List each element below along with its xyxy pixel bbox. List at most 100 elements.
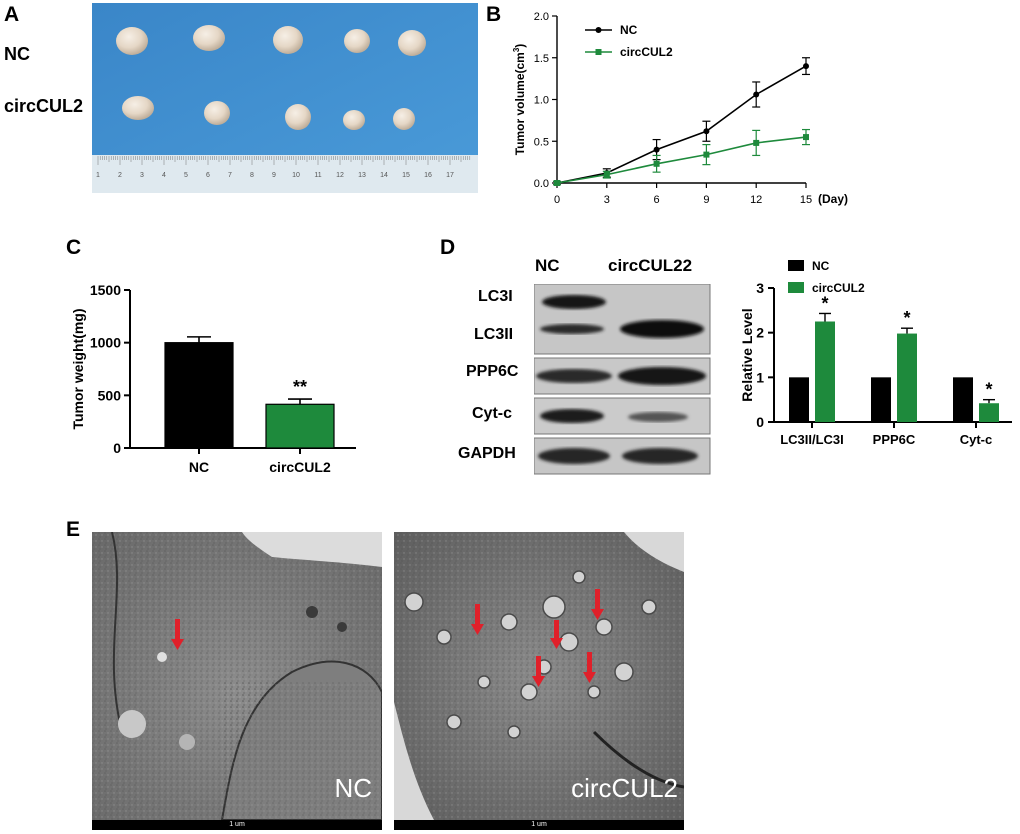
legend-label-nc: NC [620, 23, 638, 37]
em-micrograph-nc [92, 532, 382, 820]
significance-marker: ** [293, 377, 307, 397]
x-tick-label: 3 [604, 194, 610, 206]
blot-image [534, 284, 711, 475]
western-blot-panel: NC circCUL22 LC3I LC3II PPP6C Cyt-c GAPD… [440, 250, 740, 480]
photo-row-label-circcul2: circCUL2 [4, 96, 84, 116]
legend-swatch-circcul2 [788, 282, 804, 293]
y-axis-label: Relative Level [740, 308, 755, 401]
y-tick-label: 1000 [90, 335, 121, 351]
tumor-nc-2 [193, 25, 225, 51]
x-tick-label: 15 [800, 194, 812, 206]
ruler-tick-1: 1 [96, 172, 100, 179]
data-point-nc [803, 63, 809, 70]
x-tick-label: circCUL2 [269, 459, 331, 475]
em-image-circcul2: circCUL2 1 um [394, 532, 684, 830]
series-line-nc [556, 65, 807, 184]
significance-marker: * [821, 293, 828, 313]
y-tick-label: 1.0 [534, 95, 549, 107]
y-tick-label: 1 [756, 369, 764, 385]
ruler-tick-13: 13 [358, 172, 366, 179]
legend-label-circcul2: circCUL2 [620, 45, 673, 59]
bar-nc-ppp6c [871, 377, 891, 422]
blot-label-cyt-c: Cyt-c [472, 405, 513, 422]
tumor-circcul2-5 [393, 108, 415, 130]
legend-label-circcul2: circCUL2 [812, 281, 865, 295]
panel-label-c: C [66, 236, 82, 259]
legend-label-nc: NC [812, 259, 830, 273]
tumor-nc-3 [273, 26, 303, 54]
tumor-photo: 1 2 3 4 5 6 7 8 9 10 11 12 13 14 15 16 17 [92, 3, 478, 193]
data-point-nc [753, 91, 760, 98]
ruler-tick-15: 15 [402, 172, 410, 179]
ruler-tick-5: 5 [184, 172, 188, 179]
tumor-circcul2-2 [204, 101, 230, 125]
ruler-tick-6: 6 [206, 172, 210, 179]
tumor-nc-4 [344, 29, 370, 53]
ruler-tick-8: 8 [250, 172, 254, 179]
ruler-tick-10: 10 [292, 172, 300, 179]
em-micrograph-circcul2 [394, 532, 684, 820]
tumor-nc-5 [398, 30, 426, 56]
x-tick-label: NC [189, 459, 209, 475]
data-point-nc [703, 128, 710, 135]
bar-nc [164, 342, 234, 449]
tumor-circcul2-1 [122, 96, 154, 120]
bar-circcul2-ppp6c [897, 333, 917, 422]
blot-label-ppp6c: PPP6C [466, 363, 519, 380]
blot-label-lc3i: LC3I [478, 288, 513, 305]
y-tick-label: 0.5 [534, 136, 549, 148]
ruler-tick-4: 4 [162, 172, 166, 179]
photo-row-label-nc: NC [4, 44, 30, 64]
bar-nc-lc3ii-lc3i [789, 377, 809, 422]
tumor-circcul2-4 [343, 110, 365, 130]
bar-circcul2-lc3ii-lc3i [815, 321, 835, 422]
panel-label-e: E [66, 518, 81, 541]
bar-circcul2 [265, 403, 335, 449]
ruler-tick-12: 12 [336, 172, 344, 179]
x-unit-label: (Day) [818, 192, 848, 206]
ruler-tick-9: 9 [272, 172, 276, 179]
y-tick-label: 2.0 [534, 11, 549, 23]
series-line-circcul2 [556, 136, 807, 184]
scale-bar-nc: 1 um [92, 820, 382, 830]
x-tick-label: 0 [554, 194, 560, 206]
ruler-tick-16: 16 [424, 172, 432, 179]
tumor-nc-1 [116, 27, 148, 55]
panel-label-a: A [4, 3, 20, 26]
data-point-circcul2 [803, 134, 809, 141]
y-tick-label: 1500 [90, 282, 121, 298]
bar-nc-cyt-c [953, 377, 973, 422]
em-caption-circcul2: circCUL2 [571, 773, 678, 803]
em-arrow-nc-1 [175, 619, 180, 641]
y-tick-label: 0 [756, 414, 764, 430]
tumor-volume-line-chart: 0.0 0.5 1.0 1.5 2.0 0 3 6 9 12 15 (Day) Tumor volume… [512, 11, 848, 206]
x-tick-label: 6 [654, 194, 660, 206]
x-tick-label: LC3II/LC3I [780, 432, 844, 447]
significance-marker: * [985, 380, 992, 400]
blot-label-lc3ii: LC3II [474, 326, 514, 343]
bar-circcul2-cyt-c [979, 403, 999, 422]
x-tick-label: 9 [703, 194, 709, 206]
ruler-tick-3: 3 [140, 172, 144, 179]
y-axis-label: Tumor weight(mg) [70, 308, 86, 429]
ruler-tick-17: 17 [446, 172, 454, 179]
y-tick-label: 0.0 [534, 178, 549, 190]
x-tick-label: Cyt-c [960, 432, 993, 447]
legend-swatch-nc [788, 260, 804, 271]
panel-label-b: B [486, 3, 502, 26]
ruler-tick-14: 14 [380, 172, 388, 179]
data-point-circcul2 [703, 151, 710, 158]
y-tick-label: 500 [98, 387, 122, 403]
tumor-circcul2-3 [285, 104, 311, 130]
data-point-circcul2 [753, 139, 760, 146]
tumor-photo-panel: NC circCUL2 1 2 3 4 5 6 7 8 9 10 11 12 13 14 15 16 17 [0, 0, 480, 200]
data-point-circcul2 [554, 180, 560, 186]
em-caption-nc: NC [334, 773, 372, 803]
scale-bar-circcul2: 1 um [394, 820, 684, 830]
y-tick-label: 1.5 [534, 53, 549, 65]
y-tick-label: 2 [756, 325, 764, 341]
ruler-tick-11: 11 [314, 172, 321, 179]
x-tick-label: PPP6C [873, 432, 916, 447]
